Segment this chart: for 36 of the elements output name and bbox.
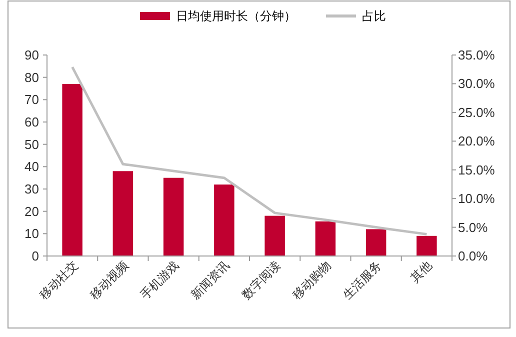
y-tick-label: 70 (24, 92, 39, 108)
x-tick-label: 手机游戏 (138, 258, 182, 302)
y-tick-label: 90 (24, 48, 39, 62)
y2-tick-label: 35.0% (458, 48, 496, 62)
x-tick-label: 生活服务 (340, 258, 384, 302)
bar (112, 171, 134, 256)
bar (315, 221, 336, 256)
y-tick-label: 50 (24, 136, 39, 152)
bar (62, 84, 82, 256)
y-tick-label: 20 (24, 204, 39, 219)
bar (264, 216, 285, 256)
y2-tick-label: 30.0% (458, 76, 496, 92)
legend-label: 日均使用时长（分钟） (176, 9, 296, 23)
y2-tick-label: 0.0% (458, 248, 488, 264)
x-tick-label: 数字阅读 (239, 258, 283, 302)
bar (163, 178, 184, 256)
bar (416, 236, 437, 256)
y2-tick-label: 5.0% (458, 220, 488, 235)
x-tick-label: 新闻资讯 (188, 258, 232, 302)
y-tick-label: 40 (24, 159, 39, 174)
y2-tick-label: 25.0% (458, 104, 496, 120)
y-tick-label: 30 (24, 182, 39, 196)
legend-label: 占比 (362, 9, 386, 23)
x-tick-label: 移动视频 (87, 258, 132, 302)
y-tick-label: 0 (32, 248, 39, 264)
y-tick-label: 10 (24, 226, 39, 242)
y2-tick-label: 20.0% (458, 134, 496, 149)
x-tick-label: 其他 (408, 258, 435, 286)
x-tick-label: 移动购物 (290, 258, 334, 302)
y-tick-label: 80 (24, 70, 39, 85)
line-series (71, 66, 428, 236)
y-tick-label: 60 (24, 114, 39, 130)
y2-tick-label: 15.0% (458, 162, 496, 178)
bar (366, 229, 386, 256)
y2-tick-label: 10.0% (458, 191, 496, 206)
bar (214, 184, 234, 256)
